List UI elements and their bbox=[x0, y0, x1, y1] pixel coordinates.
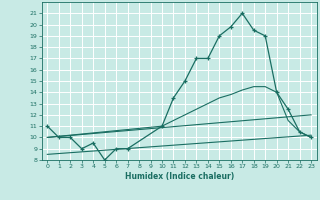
X-axis label: Humidex (Indice chaleur): Humidex (Indice chaleur) bbox=[124, 172, 234, 181]
